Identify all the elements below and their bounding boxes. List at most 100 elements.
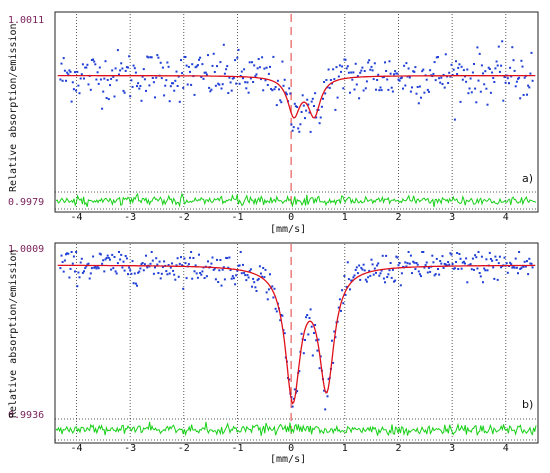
panel-a-data-point xyxy=(496,64,499,67)
panel-a-data-point xyxy=(285,93,288,96)
panel-a-data-point xyxy=(107,98,110,101)
panel-a-data-point xyxy=(104,60,107,63)
panel-a-data-point xyxy=(338,64,341,67)
panel-a-panel-label: a) xyxy=(522,172,533,185)
panel-b-data-point xyxy=(364,278,367,281)
panel-a-data-point xyxy=(205,73,208,76)
panel-b-data-point xyxy=(437,268,439,270)
panel-b-data-point xyxy=(386,276,389,278)
panel-a-data-point xyxy=(59,78,62,81)
panel-b-data-point xyxy=(369,274,372,277)
panel-b-data-point xyxy=(306,314,309,316)
panel-b-data-point xyxy=(350,279,353,282)
panel-b-data-point xyxy=(384,281,386,284)
panel-b-data-point xyxy=(506,271,509,274)
panel-a-data-point xyxy=(488,68,491,70)
panel-a-data-point xyxy=(322,97,324,100)
panel-b-data-point xyxy=(253,281,256,284)
panel-b-x-tick-6: 2 xyxy=(395,443,401,454)
panel-b-data-point xyxy=(76,285,79,288)
panel-a-data-point xyxy=(161,66,164,69)
panel-b-data-point xyxy=(466,281,469,284)
panel-b-data-point xyxy=(414,268,417,270)
panel-b-data-point xyxy=(212,268,215,271)
panel-a-data-point xyxy=(438,77,441,80)
panel-b-data-point xyxy=(258,265,261,268)
panel-a-data-point xyxy=(142,68,145,71)
panel-b-data-point xyxy=(94,265,97,268)
panel-a-x-tick-8: 4 xyxy=(503,212,509,223)
panel-a-data-point xyxy=(237,48,240,51)
panel-b-x-tick-3: -1 xyxy=(231,443,243,454)
panel-a-data-point xyxy=(471,71,474,74)
panel-a-data-point xyxy=(451,74,454,76)
panel-a-data-point xyxy=(165,79,168,82)
panel-a-data-point xyxy=(173,89,176,92)
panel-a-ylabel: Relative absorption/emission xyxy=(8,23,19,192)
panel-a-data-point xyxy=(261,56,264,59)
panel-b-data-point xyxy=(305,316,308,319)
panel-b-data-point xyxy=(510,263,513,266)
panel-b-data-point xyxy=(216,258,218,261)
panel-a-data-point xyxy=(198,58,200,61)
panel-a-data-point xyxy=(426,88,429,91)
panel-b-data-point xyxy=(449,252,452,255)
panel-b-data-point xyxy=(356,272,359,275)
panel-b-data-point xyxy=(304,339,306,341)
panel-a-data-point xyxy=(432,72,435,75)
panel-a-data-point xyxy=(263,67,266,70)
panel-b-data-point xyxy=(371,263,374,266)
panel-b-data-point xyxy=(245,279,248,282)
panel-b-data-point xyxy=(199,272,202,274)
panel-a-data-point xyxy=(110,77,113,80)
panel-a-data-point xyxy=(356,75,359,78)
panel-a-data-point xyxy=(399,77,402,80)
panel-a-data-point xyxy=(276,79,279,82)
panel-a-data-point xyxy=(531,79,534,82)
panel-a-data-point xyxy=(520,59,523,62)
panel-a-data-point xyxy=(517,77,519,80)
panel-b-data-point xyxy=(347,278,350,281)
panel-b-data-point xyxy=(409,254,412,257)
panel-a-data-point xyxy=(382,76,385,78)
panel-a-data-point xyxy=(433,61,436,64)
panel-b-data-point xyxy=(492,266,495,269)
panel-a-data-point xyxy=(466,68,469,71)
panel-a-data-point xyxy=(335,66,338,69)
panel-b-data-point xyxy=(226,257,229,260)
panel-a-data-point xyxy=(334,108,337,111)
panel-a: -4 -3 -2 -1 0 1 2 3 4 1.0011 0.9979 Relative abs… xyxy=(8,11,539,235)
panel-b-data-point xyxy=(236,269,239,272)
panel-a-data-point xyxy=(397,78,400,81)
panel-a-data-point xyxy=(333,78,336,81)
panel-a-data-point xyxy=(340,70,342,73)
panel-b-data-point xyxy=(120,253,123,256)
panel-b-data-point xyxy=(407,251,410,253)
panel-a-data-point xyxy=(411,86,413,89)
panel-b-data-point xyxy=(528,257,531,260)
panel-b-data-point xyxy=(152,272,155,275)
panel-b-data-point xyxy=(460,267,463,270)
panel-a-data-point xyxy=(298,130,301,133)
panel-b-data-point xyxy=(372,273,375,276)
panel-b-data-point xyxy=(137,271,140,274)
panel-a-data-point xyxy=(368,59,371,62)
panel-a-data-point xyxy=(208,86,211,89)
panel-a-data-point xyxy=(172,82,175,85)
panel-a-data-point xyxy=(85,66,88,69)
panel-a-data-point xyxy=(307,103,310,106)
panel-b-data-point xyxy=(237,264,240,267)
panel-a-data-point xyxy=(247,91,250,94)
panel-a-data-point xyxy=(253,64,256,67)
panel-a-data-point xyxy=(378,89,381,92)
panel-a-data-point xyxy=(414,66,417,69)
panel-a-data-point xyxy=(434,79,437,82)
panel-a-data-point xyxy=(381,76,384,79)
panel-a-data-point xyxy=(515,80,518,83)
panel-a-data-point xyxy=(473,63,475,65)
panel-a-data-point xyxy=(94,63,97,66)
panel-b-data-point xyxy=(112,267,115,270)
panel-b-data-point xyxy=(273,287,276,290)
panel-b-data-point xyxy=(69,267,72,270)
panel-b-data-point xyxy=(115,272,118,275)
